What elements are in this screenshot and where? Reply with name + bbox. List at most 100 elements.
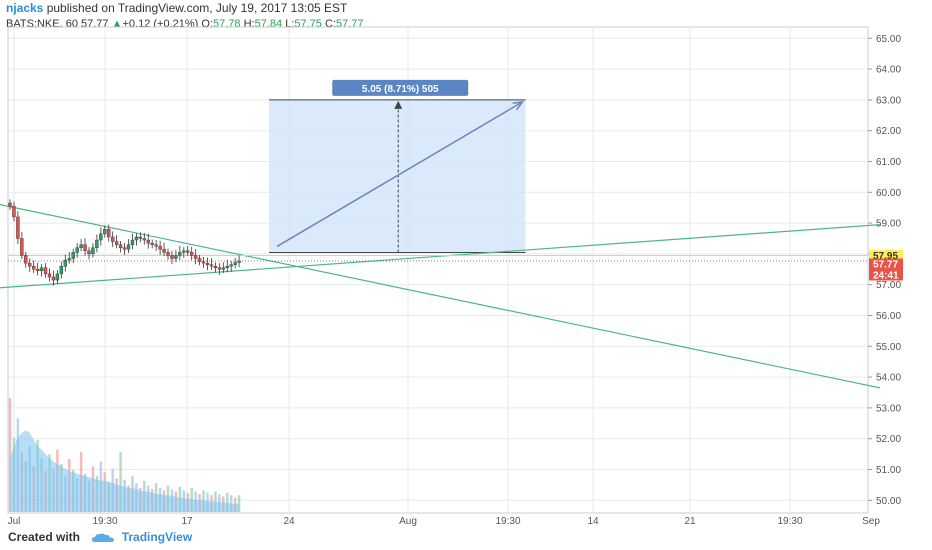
- x-tick-label: 19:30: [495, 516, 520, 527]
- y-tick-label: 55.00: [876, 342, 901, 353]
- y-tick-label: 64.00: [876, 65, 901, 76]
- price-axis[interactable]: 65.0064.0063.0062.0061.0060.0059.0058.00…: [868, 34, 901, 507]
- candle-body: [79, 244, 83, 248]
- price-badge: [869, 258, 903, 270]
- candle-body: [213, 266, 218, 268]
- price-badge-text: 57.77: [873, 259, 898, 270]
- x-tick-label: 19:30: [777, 516, 802, 527]
- candle-body: [130, 239, 135, 245]
- high-label: H:: [243, 18, 255, 30]
- candlesticks: [8, 199, 241, 286]
- candle-body: [209, 264, 214, 267]
- candle-body: [83, 244, 87, 252]
- candle-body: [91, 247, 95, 255]
- candle-body: [205, 262, 210, 265]
- x-tick-label: 14: [587, 516, 599, 527]
- candle-body: [142, 238, 147, 241]
- candle-body: [158, 245, 162, 250]
- y-tick-label: 52.00: [876, 434, 901, 445]
- candle-body: [99, 233, 103, 241]
- rising-trendline[interactable]: [0, 224, 881, 289]
- volume-area: [10, 430, 240, 512]
- candle-body: [110, 236, 115, 242]
- price-chart[interactable]: 5.05 (8.71%) 505 65.00 64.00 63.00 62.00 61.…: [0, 0, 932, 530]
- candle-body: [134, 236, 139, 241]
- candle-body: [87, 250, 91, 255]
- volume-histogram: [8, 398, 241, 512]
- projection-label: 5.05 (8.71%) 505: [362, 84, 439, 95]
- low-label: L:: [285, 18, 295, 30]
- y-tick-label: 50.00: [876, 496, 901, 507]
- candle-body: [20, 238, 24, 256]
- x-tick-label: Jul: [8, 516, 21, 527]
- candle-body: [170, 255, 174, 259]
- candle-body: [12, 205, 16, 218]
- candle-body: [126, 244, 131, 250]
- candle-body: [32, 266, 36, 270]
- volume-bar: [8, 398, 12, 512]
- projection-arrowhead-icon: [512, 100, 525, 111]
- author-name[interactable]: njacks: [6, 1, 44, 15]
- candle-body: [221, 267, 226, 270]
- x-tick-label: Sep: [862, 516, 880, 527]
- candle-body: [24, 255, 28, 264]
- volume-bar: [119, 452, 122, 512]
- candle-body: [217, 267, 222, 270]
- x-tick-label: 24: [283, 516, 295, 527]
- candle-body: [201, 261, 206, 264]
- candle-body: [146, 239, 150, 244]
- price-badge: [869, 269, 903, 281]
- y-tick-label: 62.00: [876, 126, 901, 137]
- y-tick-label: 53.00: [876, 403, 901, 414]
- candle-body: [75, 247, 79, 253]
- created-with-text: Created with: [8, 530, 81, 544]
- candle-body: [55, 273, 60, 281]
- x-tick-label: 21: [684, 516, 696, 527]
- candle-body: [103, 229, 107, 235]
- x-tick-label: 19:30: [92, 516, 117, 527]
- candle-body: [229, 264, 233, 267]
- candle-body: [233, 262, 237, 265]
- published-text: published on TradingView.com, July 19, 2…: [46, 1, 348, 15]
- footer: Created with TradingView: [8, 530, 192, 548]
- price-badge-text: 24:41: [873, 270, 899, 281]
- candle-body: [35, 269, 40, 272]
- candle-body: [16, 216, 20, 239]
- falling-trendline[interactable]: [0, 204, 881, 389]
- close-label: C:: [324, 18, 336, 30]
- y-tick-label: 61.00: [876, 157, 901, 168]
- tradingview-brand[interactable]: TradingView: [121, 530, 193, 544]
- candle-body: [39, 267, 44, 272]
- projection-arrow-line[interactable]: [276, 101, 523, 248]
- trendlines[interactable]: [0, 204, 881, 389]
- candle-body: [63, 259, 67, 267]
- candle-body: [138, 236, 143, 239]
- candle-body: [28, 262, 32, 267]
- y-tick-label: 54.00: [876, 373, 901, 384]
- candle-body: [8, 202, 12, 207]
- candle-body: [118, 244, 123, 248]
- candle-body: [122, 247, 127, 250]
- candle-body: [47, 273, 52, 278]
- candle-body: [174, 255, 178, 259]
- candle-body: [178, 252, 182, 256]
- price-badge: [869, 249, 903, 261]
- price-projection-tool[interactable]: 5.05 (8.71%) 505: [269, 79, 526, 253]
- candle-body: [150, 242, 154, 245]
- tradingview-cloud-icon: [92, 533, 115, 542]
- y-tick-label: 60.00: [876, 188, 901, 199]
- candle-body: [51, 276, 56, 281]
- candle-body: [43, 267, 48, 275]
- candle-body: [182, 250, 186, 253]
- y-tick-label: 63.00: [876, 95, 901, 106]
- candle-body: [162, 249, 166, 253]
- y-tick-label: 65.00: [876, 34, 901, 45]
- projection-label-bg: [332, 79, 469, 96]
- x-tick-label: Aug: [399, 516, 417, 527]
- time-axis[interactable]: Jul 19:30 17 24 Aug 19:30 14 21 19:30 Sep: [8, 516, 881, 527]
- y-tick-label: 56.00: [876, 311, 901, 322]
- candle-body: [154, 244, 158, 247]
- publish-line: njacks published on TradingView.com, Jul…: [6, 1, 347, 15]
- candle-body: [59, 266, 64, 275]
- x-tick-label: 17: [181, 516, 193, 527]
